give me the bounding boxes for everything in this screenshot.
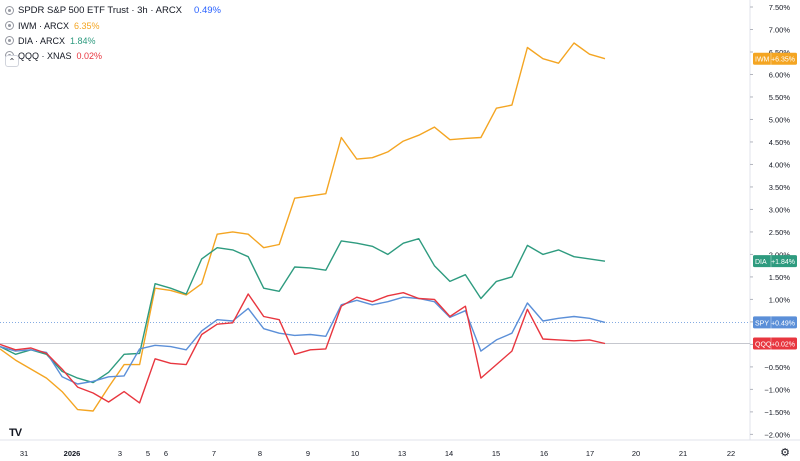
series-lines xyxy=(0,42,606,412)
y-tick-label: 1.00% xyxy=(769,295,791,304)
y-tick-label: 4.50% xyxy=(769,138,791,147)
badge-bg xyxy=(753,316,797,329)
tradingview-logo: TV xyxy=(9,427,22,439)
x-tick-label: 20 xyxy=(632,449,640,458)
x-tick-label: 9 xyxy=(306,449,310,458)
series-line-dia xyxy=(0,237,606,384)
y-tick-label: −1.50% xyxy=(764,408,790,417)
x-tick-label: 14 xyxy=(445,449,453,458)
x-tick-label: 13 xyxy=(398,449,406,458)
badge-symbol: QQQ xyxy=(755,342,772,349)
x-tick-label: 3 xyxy=(118,449,122,458)
legend-qqq-label: QQQ · XNAS xyxy=(18,50,72,61)
y-tick-label: 6.50% xyxy=(769,48,791,57)
legend-main[interactable]: SPDR S&P 500 ETF Trust · 3h · ARCX 0.49% xyxy=(5,3,221,18)
symbol-logo-icon xyxy=(5,21,14,30)
y-tick-label: 3.50% xyxy=(769,183,791,192)
x-tick-label: 6 xyxy=(164,449,168,458)
x-tick-label: 7 xyxy=(212,449,216,458)
x-tick-label: 21 xyxy=(679,449,687,458)
y-tick-label: 3.00% xyxy=(769,205,791,214)
badge-qqq: QQQ +0.02% xyxy=(753,337,797,350)
x-tick-label: 16 xyxy=(540,449,548,458)
y-tick-label: −2.00% xyxy=(764,430,790,439)
legend-main-title: SPDR S&P 500 ETF Trust · 3h · ARCX xyxy=(18,5,183,16)
badge-symbol: DIA xyxy=(755,259,767,266)
x-tick-label: 2026 xyxy=(64,449,81,458)
badge-dia: DIA +1.84% xyxy=(753,255,797,268)
legend-dia-label: DIA · ARCX xyxy=(18,35,66,46)
y-tick-label: 7.50% xyxy=(769,3,791,12)
series-line-iwm xyxy=(0,42,606,412)
x-tick-label: 15 xyxy=(492,449,500,458)
legend-iwm-change: 6.35% xyxy=(74,20,100,31)
legend-dia-change: 1.84% xyxy=(70,35,96,46)
y-tick-label: 7.00% xyxy=(769,25,791,34)
legend-item-qqq[interactable]: QQQ · XNAS 0.02% xyxy=(5,48,221,63)
badge-symbol: SPY xyxy=(755,320,769,327)
x-tick-label: 31 xyxy=(20,449,28,458)
legend-qqq-change: 0.02% xyxy=(76,50,103,61)
legend-iwm-label: IWM · ARCX xyxy=(18,20,69,31)
badge-bg xyxy=(753,337,797,350)
y-tick-label: 5.50% xyxy=(769,93,791,102)
y-tick-label: 1.50% xyxy=(769,273,791,282)
x-tick-label: 22 xyxy=(727,449,735,458)
x-axis: 31 2026 3 5 6 7 8 9 10 13 14 15 16 17 20 21 22 xyxy=(20,449,735,458)
reference-lines xyxy=(0,321,750,344)
y-tick-label: 2.00% xyxy=(769,250,791,259)
gear-icon[interactable]: ⚙ xyxy=(780,447,790,459)
x-tick-label: 10 xyxy=(351,449,359,458)
series-line-qqq xyxy=(0,292,606,404)
chevron-up-icon: ⌃ xyxy=(8,56,16,66)
badge-value: +1.84% xyxy=(771,259,795,266)
legend-main-change: 0.49% xyxy=(194,5,221,16)
legend-item-iwm[interactable]: IWM · ARCX 6.35% xyxy=(5,18,221,33)
badge-symbol: IWM xyxy=(755,57,770,64)
badge-spy: SPY +0.49% xyxy=(753,316,797,329)
y-tick-label: 6.00% xyxy=(769,70,791,79)
legend-item-dia[interactable]: DIA · ARCX 1.84% xyxy=(5,33,221,48)
y-tick-label: 2.50% xyxy=(769,228,791,237)
badge-value: +6.35% xyxy=(771,57,795,64)
badge-value: +0.49% xyxy=(771,320,795,327)
y-tick-label: −0.50% xyxy=(764,363,790,372)
y-tick-label: −1.00% xyxy=(764,385,790,394)
axis-lines xyxy=(0,0,800,441)
x-tick-label: 5 xyxy=(146,449,150,458)
collapse-legend-button[interactable]: ⌃ xyxy=(5,55,19,67)
y-axis: 7.50% 7.00% 6.50% 6.00% 5.50% 5.00% 4.50% 4.00%… xyxy=(750,3,790,439)
y-tick-label: 5.00% xyxy=(769,115,791,124)
symbol-logo-icon xyxy=(5,6,14,15)
x-tick-label: 17 xyxy=(586,449,594,458)
series-line-spy xyxy=(0,296,606,385)
legend: SPDR S&P 500 ETF Trust · 3h · ARCX 0.49%… xyxy=(5,3,221,63)
badge-value: +0.02% xyxy=(771,342,795,349)
price-badges: IWM +6.35% DIA +1.84% SPY +0.49% QQQ +0.02% xyxy=(753,52,797,350)
badge-iwm: IWM +6.35% xyxy=(753,52,797,65)
symbol-logo-icon xyxy=(5,36,14,45)
y-tick-label: 4.00% xyxy=(769,160,791,169)
badge-bg xyxy=(753,255,797,268)
badge-bg xyxy=(753,52,797,65)
x-tick-label: 8 xyxy=(258,449,262,458)
